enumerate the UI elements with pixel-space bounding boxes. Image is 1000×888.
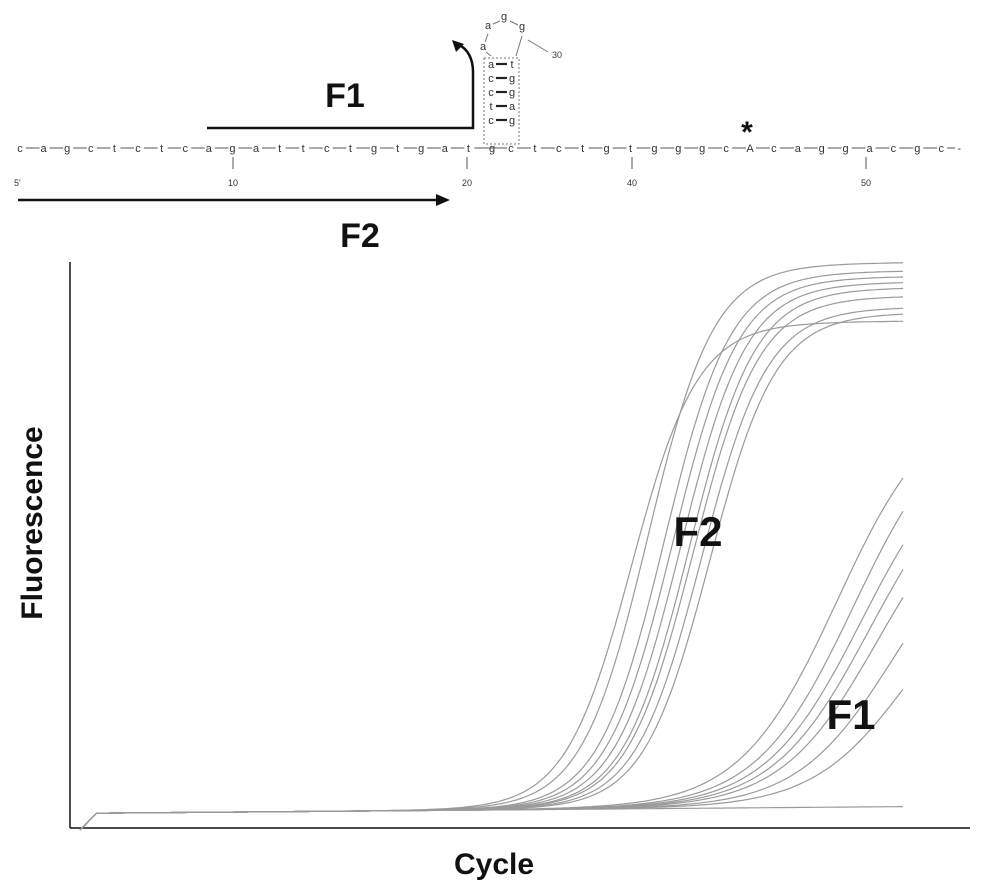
sequence-base: a [41, 143, 48, 155]
f1-series-label: F1 [826, 691, 875, 738]
sequence-base: g [914, 143, 920, 155]
f2-primer-label: F2 [340, 217, 380, 255]
five-prime-label: 5' [14, 178, 21, 188]
sequence-base: t [629, 143, 632, 155]
baseline-curve [79, 806, 903, 831]
stem-base-right: t [510, 59, 513, 71]
sequence-base: g [371, 143, 377, 155]
sequence-base: g [819, 143, 825, 155]
position-number: 20 [462, 178, 472, 188]
stem-base-right: g [509, 87, 515, 99]
sequence-base: a [206, 143, 213, 155]
amplification-curves [79, 262, 904, 831]
f2-curve [79, 320, 903, 831]
loop-base: g [519, 21, 525, 33]
stem-base-left: c [488, 73, 494, 85]
f1-arrow-head [452, 40, 464, 52]
sequence-base: g [489, 143, 495, 155]
sequence-base: g [699, 143, 705, 155]
sequence-base: g [64, 143, 70, 155]
x-axis-label: Cycle [454, 848, 534, 881]
sequence-base: g [604, 143, 610, 155]
sequence-base: g [675, 143, 681, 155]
position-number: 10 [228, 178, 238, 188]
f2-curve [79, 307, 904, 831]
mutation-marker: * [741, 116, 753, 149]
f2-series-label: F2 [673, 508, 722, 555]
loop-base: g [501, 11, 507, 23]
sequence-base: t [396, 143, 399, 155]
sequence-base: a [253, 143, 260, 155]
sequence-base: c [891, 143, 897, 155]
sequence-base: g [229, 143, 235, 155]
sequence-base: g [418, 143, 424, 155]
sequence-base: t [467, 143, 470, 155]
sequence-base: c [723, 143, 729, 155]
position-number: 40 [627, 178, 637, 188]
loop-base: a [480, 41, 487, 53]
stem-base-left: t [489, 101, 492, 113]
sequence-base: t [349, 143, 352, 155]
f2-curve [79, 313, 904, 831]
f2-curve [79, 262, 904, 831]
sequence-base: A [746, 143, 754, 155]
f2-curve [79, 282, 904, 831]
amplification-chart: F2 F1 Cycle Fluorescence [16, 262, 970, 881]
sequence-base: t [113, 143, 116, 155]
sequence-base: t [160, 143, 163, 155]
stem-base-left: c [488, 115, 494, 127]
sequence-base: a [442, 143, 449, 155]
sequence-base: t [278, 143, 281, 155]
sequence-base: t [302, 143, 305, 155]
sequence-base: a [795, 143, 802, 155]
stem-base-right: a [509, 101, 516, 113]
loop-label-leader [527, 39, 549, 53]
stem-frame [483, 57, 520, 145]
f1-curve [79, 544, 904, 831]
sequence-base: t [533, 143, 536, 155]
f1-curve [79, 569, 904, 831]
f2-arrow-head [436, 194, 450, 206]
sequence-base: g [651, 143, 657, 155]
sequence-base: c [324, 143, 330, 155]
position-ticks: 10 20 40 50 [228, 157, 871, 188]
sequence-base: c [556, 143, 562, 155]
stem-base-right: g [509, 115, 515, 127]
loop-position-label: 30 [552, 50, 562, 60]
loop-bond [484, 20, 523, 57]
sequence-base: a [866, 143, 873, 155]
sequence-base: c [771, 143, 777, 155]
sequence-base: t [581, 143, 584, 155]
stem-base-left: a [488, 59, 495, 71]
f1-primer-label: F1 [325, 77, 365, 115]
position-number: 50 [861, 178, 871, 188]
f2-curve [79, 287, 904, 831]
sequence-base: c [17, 143, 23, 155]
stem-base-right: g [509, 73, 515, 85]
sequence-base: c [182, 143, 188, 155]
f1-curve [79, 597, 904, 831]
loop-base: a [485, 20, 492, 32]
sequence-base: g [843, 143, 849, 155]
f1-curve [79, 477, 904, 831]
sequence-base: c [938, 143, 944, 155]
sequence-suffix: - [957, 143, 961, 155]
f2-curve [79, 276, 904, 831]
sequence-base: c [135, 143, 141, 155]
stem-base-left: c [488, 87, 494, 99]
sequence-base: c [508, 143, 514, 155]
sequence-base: c [88, 143, 94, 155]
f2-curve [79, 270, 904, 831]
y-axis-label: Fluorescence [16, 426, 49, 619]
